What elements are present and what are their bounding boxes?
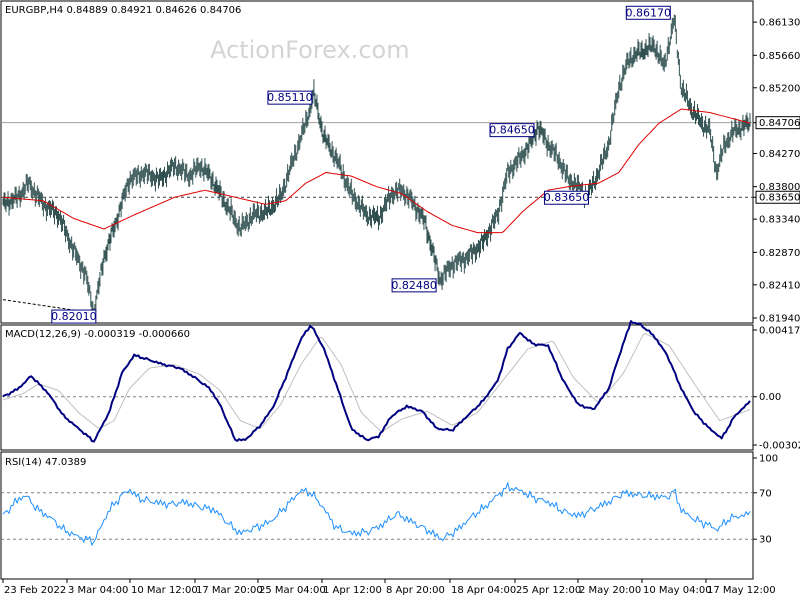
rsi-line bbox=[2, 482, 751, 546]
price-panel: ActionForex.com EURGBP,H4 0.84889 0.8492… bbox=[0, 0, 800, 325]
price-callout-text: 0.82010 bbox=[51, 310, 97, 323]
price-callout-text: 0.85110 bbox=[267, 91, 313, 104]
macd-panel-title: MACD(12,26,9) -0.000319 -0.000660 bbox=[5, 329, 190, 340]
y-tick-label: 0.83340 bbox=[759, 215, 800, 226]
macd-line bbox=[2, 320, 751, 443]
price-callout-text: 0.82480 bbox=[391, 279, 437, 292]
x-tick-label: 10 Mar 12:00 bbox=[131, 585, 198, 596]
macd-panel-frame bbox=[0, 324, 754, 451]
price-series bbox=[2, 14, 751, 321]
moving-average-line bbox=[2, 108, 751, 234]
x-tick-label: 25 Apr 12:00 bbox=[516, 585, 581, 596]
price-bars bbox=[2, 14, 751, 321]
macd-panel: MACD(12,26,9) -0.000319 -0.000660 0.0041… bbox=[0, 320, 800, 452]
x-tick-label: 8 Apr 20:00 bbox=[386, 585, 445, 596]
y-tick-label: 0.85200 bbox=[759, 83, 800, 94]
price-callout-text: 0.84650 bbox=[489, 124, 535, 137]
x-tick-label: 25 Mar 04:00 bbox=[259, 585, 326, 596]
rsi-panel-title: RSI(14) 47.0389 bbox=[5, 457, 86, 468]
price-y-axis: 0.86130 0.85660 0.85200 0.84706 0.84270 0.838… bbox=[753, 18, 800, 325]
x-tick-label: 2 May 20:00 bbox=[579, 585, 641, 596]
price-callout-text: 0.83650 bbox=[544, 191, 590, 204]
price-callouts: 0.82010 0.85110 0.82480 0.84650 0.83650 0.861… bbox=[51, 5, 672, 324]
price-callout-box bbox=[489, 123, 535, 138]
x-tick-label: 10 May 04:00 bbox=[643, 585, 712, 596]
y-tick-label: 100 bbox=[759, 454, 778, 465]
price-callout-box bbox=[51, 309, 97, 324]
x-tick-label: 18 Apr 04:00 bbox=[451, 585, 516, 596]
macd-series bbox=[2, 320, 751, 443]
y-tick-label: 0.81940 bbox=[759, 314, 800, 325]
y-price-tag-box bbox=[755, 190, 800, 204]
y-price-tag-box bbox=[755, 116, 800, 130]
y-tick-label: 0.83650 bbox=[759, 193, 800, 204]
watermark: ActionForex.com bbox=[210, 36, 410, 64]
y-tick-label: 0.004179 bbox=[759, 326, 800, 337]
y-tick-label: 0.82410 bbox=[759, 280, 800, 291]
price-callout-box bbox=[267, 90, 313, 105]
price-callout: 0.84650 bbox=[489, 123, 535, 138]
rsi-y-axis: 100 70 30 bbox=[753, 454, 778, 546]
y-tick-label: 0.83800 bbox=[759, 182, 800, 193]
y-tick-label: 30 bbox=[759, 535, 772, 546]
price-callout-box bbox=[543, 190, 589, 205]
rsi-series bbox=[2, 482, 751, 546]
y-tick-label: 0.82870 bbox=[759, 248, 800, 259]
price-callout: 0.83650 bbox=[543, 190, 590, 205]
price-callout-box bbox=[391, 278, 437, 293]
rsi-panel-frame bbox=[0, 451, 754, 580]
price-panel-title: EURGBP,H4 0.84889 0.84921 0.84626 0.8470… bbox=[5, 5, 241, 16]
x-tick-label: 17 Mar 20:00 bbox=[196, 585, 263, 596]
y-tick-label: 0.84270 bbox=[759, 149, 800, 160]
price-callout: 0.86170 bbox=[625, 5, 672, 20]
y-tick-label: 0.85660 bbox=[759, 51, 800, 62]
price-callout: 0.82480 bbox=[391, 278, 437, 293]
price-callout-text: 0.86170 bbox=[626, 6, 672, 19]
price-callout: 0.85110 bbox=[267, 90, 313, 105]
y-tick-label: 0.84706 bbox=[759, 118, 800, 129]
price-callout: 0.82010 bbox=[51, 309, 97, 324]
y-tick-label: -0.003022 bbox=[759, 441, 800, 452]
x-tick-label: 1 Apr 12:00 bbox=[323, 585, 382, 596]
macd-y-axis: 0.004179 0.00 -0.003022 bbox=[753, 326, 800, 452]
y-tick-label: 70 bbox=[759, 488, 772, 499]
y-tick-label: 0.86130 bbox=[759, 18, 800, 29]
rsi-panel: RSI(14) 47.0389 100 70 30 bbox=[0, 451, 778, 580]
price-callout-box bbox=[625, 5, 671, 20]
y-tick-label: 0.00 bbox=[759, 392, 781, 403]
x-tick-label: 17 May 12:00 bbox=[707, 585, 776, 596]
x-tick-label: 3 Mar 04:00 bbox=[68, 585, 128, 596]
signal-line bbox=[2, 332, 751, 432]
x-tick-label: 23 Feb 2022 bbox=[4, 585, 66, 596]
